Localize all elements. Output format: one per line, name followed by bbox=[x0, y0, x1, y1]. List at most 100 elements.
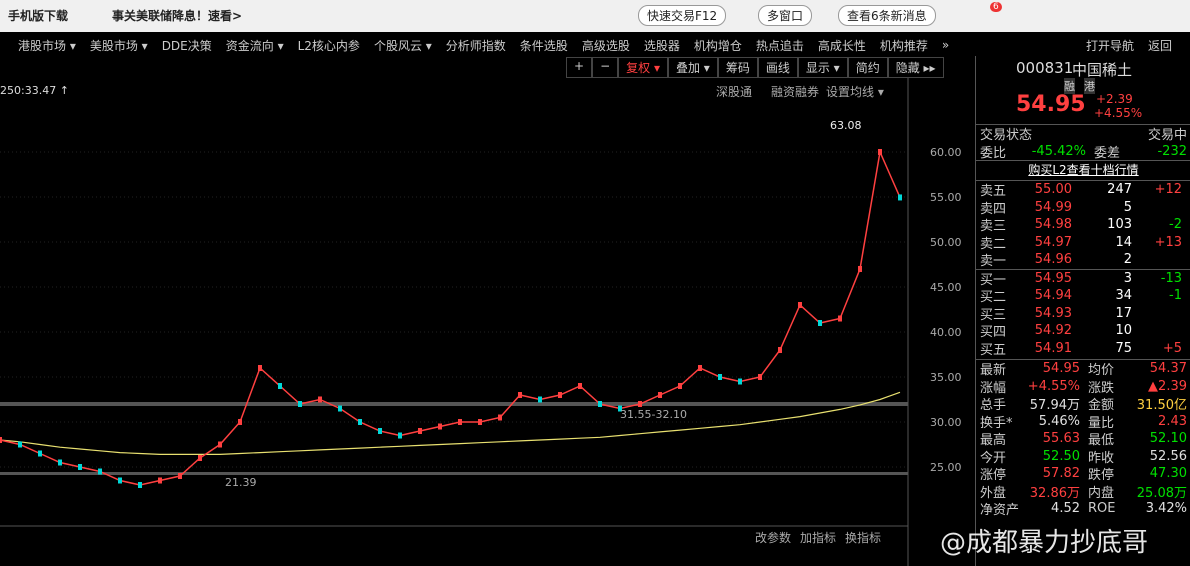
cell: 34 bbox=[1115, 288, 1132, 304]
candle bbox=[238, 419, 242, 425]
cell: 净资产 bbox=[980, 503, 1020, 519]
indicator-button[interactable]: 改参数 bbox=[755, 530, 791, 545]
candle bbox=[138, 482, 142, 488]
menu-item[interactable]: 热点追击 bbox=[755, 38, 804, 53]
stock-tag: 融 bbox=[1064, 78, 1075, 94]
l2-link[interactable]: 购买L2查看十档行情 bbox=[976, 160, 1190, 181]
candle bbox=[558, 392, 562, 398]
candle bbox=[398, 432, 402, 439]
tool-button[interactable]: 复权 ▾ bbox=[618, 57, 668, 78]
candle bbox=[418, 428, 422, 434]
tool-button[interactable]: + bbox=[566, 57, 593, 78]
menu-item[interactable]: 条件选股 bbox=[519, 38, 568, 53]
menu-item[interactable]: 机构增仓 bbox=[693, 38, 742, 53]
candle bbox=[878, 149, 882, 155]
cell: +5 bbox=[1162, 340, 1182, 356]
candle bbox=[818, 320, 822, 326]
cell: 卖三 bbox=[980, 219, 1007, 235]
quote-panel: 000831 中国稀土融港 54.95 +2.39 +4.55% 交易状态 交易中委比 -45… bbox=[975, 56, 1190, 566]
cell: 3 bbox=[1123, 270, 1132, 286]
row: 卖四 54.99 5 bbox=[976, 199, 1190, 217]
candle bbox=[738, 378, 742, 385]
change: +2.39 bbox=[1096, 92, 1133, 106]
candle bbox=[218, 441, 222, 448]
cell: -13 bbox=[1160, 270, 1182, 286]
cell: 外盘 bbox=[980, 485, 1007, 501]
messages[interactable]: 查看6条新消息 bbox=[838, 5, 936, 26]
cell: 3.42% bbox=[1145, 501, 1187, 517]
candle bbox=[258, 365, 262, 371]
cell: 54.95 bbox=[1042, 361, 1080, 377]
cell: -1 bbox=[1169, 288, 1182, 304]
badge: 6 bbox=[990, 2, 1002, 12]
tool-button[interactable]: 筹码 bbox=[717, 57, 758, 78]
candle bbox=[898, 194, 902, 201]
menu-item[interactable]: 选股器 bbox=[643, 38, 680, 53]
quick-trade[interactable]: 快速交易F12 bbox=[638, 5, 727, 26]
chart-option[interactable]: 设置均线 ▾ bbox=[826, 85, 884, 99]
tool-button[interactable]: 显示 ▾ bbox=[797, 57, 848, 78]
y-tick-label: 60.00 bbox=[930, 146, 962, 159]
y-tick-label: 35.00 bbox=[930, 371, 962, 384]
tool-button[interactable]: 画线 bbox=[757, 57, 798, 78]
row: 涨停 57.82 跌停 47.30 bbox=[976, 465, 1190, 483]
cell: 52.50 bbox=[1042, 448, 1080, 464]
multi-window[interactable]: 多窗口 bbox=[758, 5, 813, 26]
menu-item[interactable]: 高级选股 bbox=[581, 38, 630, 53]
row: 买五 54.91 75 +5 bbox=[976, 340, 1190, 358]
support-band bbox=[0, 402, 908, 406]
cell: +12 bbox=[1154, 182, 1182, 198]
menu-item[interactable]: 机构推荐 bbox=[879, 38, 928, 53]
menu-item[interactable]: L2核心内参 bbox=[297, 38, 360, 53]
cell: 换手* bbox=[980, 415, 1013, 431]
menu-item[interactable]: 分析师指数 bbox=[445, 38, 506, 53]
cell: 买一 bbox=[980, 272, 1007, 288]
tool-button[interactable]: 简约 bbox=[847, 57, 888, 78]
cell: 5 bbox=[1123, 199, 1132, 215]
cell: 54.96 bbox=[1034, 252, 1072, 268]
cell: 54.95 bbox=[1034, 270, 1072, 286]
cell: 委差 bbox=[1094, 145, 1121, 161]
chart-option[interactable]: 深股通 bbox=[716, 85, 752, 99]
cell: 均价 bbox=[1088, 363, 1115, 379]
menu-item[interactable]: DDE决策 bbox=[161, 38, 212, 53]
tool-button[interactable]: 隐藏 ▸▸ bbox=[887, 57, 944, 78]
cell: 委比 bbox=[980, 145, 1007, 161]
cell: 54.37 bbox=[1149, 361, 1187, 377]
cell: 涨幅 bbox=[980, 380, 1007, 396]
news-link[interactable]: 事关美联储降息！速看> bbox=[112, 9, 243, 23]
cell: 32.86万 bbox=[1029, 485, 1080, 501]
app-download[interactable]: 手机版下载 bbox=[8, 9, 69, 23]
cell: 卖五 bbox=[980, 184, 1007, 200]
candle bbox=[618, 405, 622, 412]
cell: 涨跌 bbox=[1088, 380, 1115, 396]
menu-item[interactable]: 港股市场 ▾ bbox=[18, 38, 76, 53]
menu-item[interactable]: 美股市场 ▾ bbox=[89, 38, 148, 53]
candle bbox=[278, 383, 282, 389]
ma-line bbox=[0, 391, 901, 455]
chart-option[interactable]: 融资融券 bbox=[771, 84, 819, 99]
menu-item[interactable]: 资金流向 ▾ bbox=[225, 38, 284, 53]
cell: ROE bbox=[1088, 501, 1116, 517]
menu-item[interactable]: 返回 bbox=[1147, 38, 1172, 53]
cell: 55.00 bbox=[1034, 182, 1072, 198]
row: 交易状态 交易中 bbox=[976, 125, 1190, 143]
menu-item[interactable]: » bbox=[941, 38, 950, 52]
cell: -45.42% bbox=[1031, 143, 1086, 159]
candle bbox=[578, 383, 582, 389]
row: 买一 54.95 3 -13 bbox=[976, 270, 1190, 288]
annotation: 21.39 bbox=[225, 476, 257, 489]
row: 外盘 32.86万 内盘 25.08万 bbox=[976, 483, 1190, 501]
cell: 54.97 bbox=[1034, 234, 1072, 250]
stock-name: 中国稀土 bbox=[1072, 61, 1133, 79]
indicator-button[interactable]: 换指标 bbox=[845, 530, 881, 545]
cell: 交易中 bbox=[1147, 128, 1187, 144]
menu-item[interactable]: 打开导航 bbox=[1085, 38, 1134, 53]
tool-button[interactable]: 叠加 ▾ bbox=[667, 57, 718, 78]
menu-item[interactable]: 个股风云 ▾ bbox=[373, 38, 432, 53]
menu-item[interactable]: 高成长性 bbox=[817, 38, 866, 53]
candle bbox=[178, 473, 182, 479]
tool-button[interactable]: − bbox=[592, 57, 619, 78]
indicator-button[interactable]: 加指标 bbox=[800, 530, 836, 545]
quote-header: 000831 中国稀土融港 54.95 +2.39 +4.55% bbox=[976, 56, 1190, 125]
